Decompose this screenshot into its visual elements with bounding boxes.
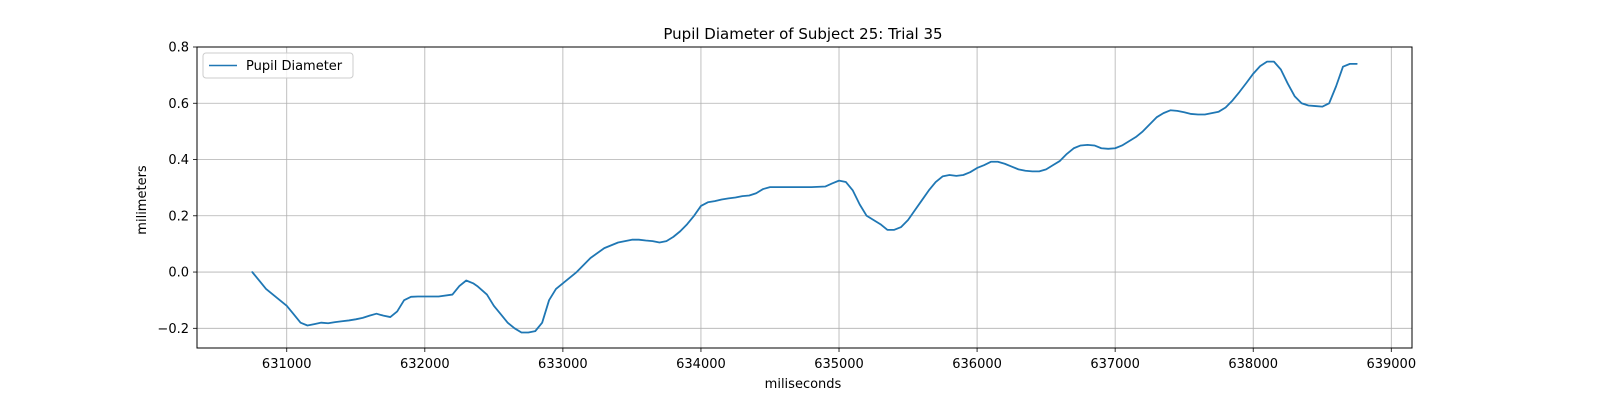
x-axis-label: miliseconds bbox=[765, 377, 842, 392]
x-tick-label: 639000 bbox=[1366, 357, 1416, 372]
x-tick-label: 637000 bbox=[1090, 357, 1140, 372]
chart-title: Pupil Diameter of Subject 25: Trial 35 bbox=[663, 25, 942, 43]
x-tick-label: 633000 bbox=[538, 357, 588, 372]
y-axis-ticks: −0.2 0.0 0.2 0.4 0.6 0.8 bbox=[157, 41, 197, 337]
y-axis-label: milimeters bbox=[135, 165, 150, 235]
x-tick-label: 634000 bbox=[676, 357, 726, 372]
x-tick-label: 631000 bbox=[262, 357, 312, 372]
x-tick-label: 638000 bbox=[1228, 357, 1278, 372]
y-tick-label: 0.2 bbox=[168, 209, 189, 224]
legend-label: Pupil Diameter bbox=[246, 59, 343, 74]
legend-box bbox=[202, 52, 354, 79]
y-tick-label: 0.6 bbox=[168, 97, 189, 112]
x-tick-label: 632000 bbox=[400, 357, 450, 372]
series-layer bbox=[251, 60, 1358, 334]
y-tick-label: 0.4 bbox=[168, 153, 189, 168]
x-tick-label: 635000 bbox=[814, 357, 864, 372]
y-tick-label: −0.2 bbox=[157, 322, 189, 337]
legend: Pupil Diameter bbox=[202, 52, 354, 79]
y-tick-label: 0.8 bbox=[168, 41, 189, 56]
x-tick-label: 636000 bbox=[952, 357, 1002, 372]
series-line-pupil-diameter bbox=[251, 60, 1358, 334]
y-tick-label: 0.0 bbox=[168, 266, 189, 281]
x-axis-ticks: 631000 632000 633000 634000 635000 636000 6370… bbox=[262, 348, 1416, 372]
plot-area-frame bbox=[196, 46, 1413, 349]
